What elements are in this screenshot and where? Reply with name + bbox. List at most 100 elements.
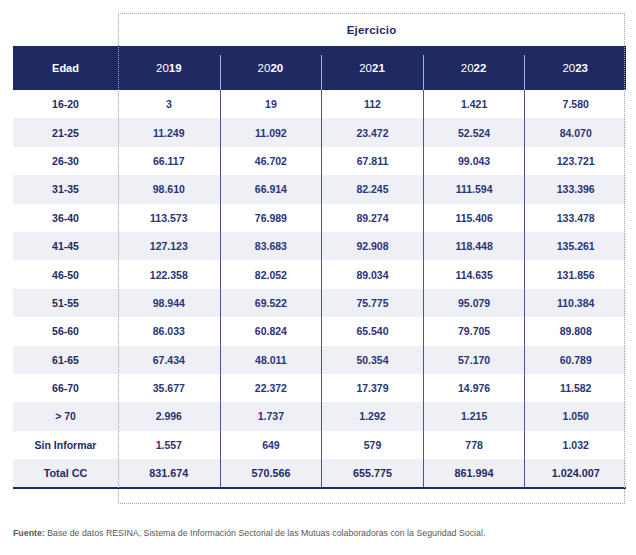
ejercicio-group-title: Ejercicio bbox=[119, 14, 624, 47]
cell-value: 84.070 bbox=[524, 118, 626, 146]
cell-value: 135.261 bbox=[524, 232, 626, 260]
cell-value: 95.079 bbox=[423, 289, 525, 317]
row-label: 36-40 bbox=[13, 204, 118, 232]
cell-value: 89.274 bbox=[321, 204, 423, 232]
table-row: 36-40113.57376.98989.274115.406133.478 bbox=[13, 204, 626, 232]
cell-value: 79.705 bbox=[423, 317, 525, 345]
year-prefix: 20 bbox=[156, 62, 169, 74]
cell-value: 123.721 bbox=[524, 147, 626, 175]
cell-value: 11.092 bbox=[220, 118, 322, 146]
cell-value: 118.448 bbox=[423, 232, 525, 260]
cell-value: 110.384 bbox=[524, 289, 626, 317]
table-header-row: Edad 2019 2020 2021 2022 2023 bbox=[13, 46, 626, 90]
cell-value: 111.594 bbox=[423, 175, 525, 203]
cell-value: 127.123 bbox=[118, 232, 220, 260]
cell-value: 98.610 bbox=[118, 175, 220, 203]
year-prefix: 20 bbox=[359, 62, 372, 74]
row-label: 61-65 bbox=[13, 346, 118, 374]
source-text: Base de datos RESINA, Sistema de Informa… bbox=[45, 528, 486, 538]
table-row: > 702.9961.7371.2921.2151.050 bbox=[13, 402, 626, 430]
cell-value: 60.789 bbox=[524, 346, 626, 374]
table-row: 26-3066.11746.70267.81199.043123.721 bbox=[13, 147, 626, 175]
table-row: 21-2511.24911.09223.47252.52484.070 bbox=[13, 118, 626, 146]
year-prefix: 20 bbox=[461, 62, 474, 74]
row-label: 51-55 bbox=[13, 289, 118, 317]
cell-value: 19 bbox=[220, 90, 322, 118]
column-header-edad: Edad bbox=[13, 46, 118, 90]
column-header-2023: 2023 bbox=[524, 46, 626, 90]
cell-value: 92.908 bbox=[321, 232, 423, 260]
row-label: 41-45 bbox=[13, 232, 118, 260]
cell-value: 112 bbox=[321, 90, 423, 118]
table-total-row: Total CC831.674570.566655.775861.9941.02… bbox=[13, 459, 626, 489]
cell-value: 17.379 bbox=[321, 374, 423, 402]
table-row: 41-45127.12383.68392.908118.448135.261 bbox=[13, 232, 626, 260]
row-label: 66-70 bbox=[13, 374, 118, 402]
year-suffix: 23 bbox=[575, 62, 588, 74]
cell-value: 82.052 bbox=[220, 260, 322, 288]
cell-value: 99.043 bbox=[423, 147, 525, 175]
column-header-2020: 2020 bbox=[220, 46, 322, 90]
cell-value: 65.540 bbox=[321, 317, 423, 345]
table-row: 61-6567.43448.01150.35457.17060.789 bbox=[13, 346, 626, 374]
row-label: > 70 bbox=[13, 402, 118, 430]
cell-value: 69.522 bbox=[220, 289, 322, 317]
cell-value: 7.580 bbox=[524, 90, 626, 118]
cell-value: 66.117 bbox=[118, 147, 220, 175]
cell-value: 35.677 bbox=[118, 374, 220, 402]
table-row: 51-5598.94469.52275.77595.079110.384 bbox=[13, 289, 626, 317]
cell-value: 82.245 bbox=[321, 175, 423, 203]
year-prefix: 20 bbox=[562, 62, 575, 74]
cell-value: 778 bbox=[423, 431, 525, 459]
cell-value: 2.996 bbox=[118, 402, 220, 430]
table-body: 16-203191121.4217.58021-2511.24911.09223… bbox=[13, 90, 626, 489]
cell-value: 50.354 bbox=[321, 346, 423, 374]
row-label: 16-20 bbox=[13, 90, 118, 118]
table-row: 31-3598.61066.91482.245111.594133.396 bbox=[13, 175, 626, 203]
cell-value: 60.824 bbox=[220, 317, 322, 345]
cell-value: 23.472 bbox=[321, 118, 423, 146]
row-label: Total CC bbox=[13, 459, 118, 487]
cell-value: 579 bbox=[321, 431, 423, 459]
cell-value: 11.249 bbox=[118, 118, 220, 146]
cell-value: 1.032 bbox=[524, 431, 626, 459]
cell-value: 22.372 bbox=[220, 374, 322, 402]
cell-value: 649 bbox=[220, 431, 322, 459]
cell-value: 89.808 bbox=[524, 317, 626, 345]
row-label: 26-30 bbox=[13, 147, 118, 175]
table-row: Sin Informar1.5576495797781.032 bbox=[13, 431, 626, 459]
cell-value: 1.292 bbox=[321, 402, 423, 430]
table-row: 66-7035.67722.37217.37914.97611.582 bbox=[13, 374, 626, 402]
source-note: Fuente: Base de datos RESINA, Sistema de… bbox=[13, 528, 625, 539]
table-row: 46-50122.35882.05289.034114.635131.856 bbox=[13, 260, 626, 288]
cell-value: 83.683 bbox=[220, 232, 322, 260]
column-header-2022: 2022 bbox=[423, 46, 525, 90]
cell-value: 1.215 bbox=[423, 402, 525, 430]
cell-value: 831.674 bbox=[118, 459, 220, 487]
row-label: 21-25 bbox=[13, 118, 118, 146]
cell-value: 11.582 bbox=[524, 374, 626, 402]
row-label: Sin Informar bbox=[13, 431, 118, 459]
year-prefix: 20 bbox=[258, 62, 271, 74]
cell-value: 1.024.007 bbox=[524, 459, 626, 487]
report-page: Edad 2019 2020 2021 2022 2023 16-2031911… bbox=[0, 0, 636, 555]
cell-value: 66.914 bbox=[220, 175, 322, 203]
cell-value: 133.478 bbox=[524, 204, 626, 232]
cell-value: 46.702 bbox=[220, 147, 322, 175]
cell-value: 57.170 bbox=[423, 346, 525, 374]
cell-value: 67.811 bbox=[321, 147, 423, 175]
year-suffix: 20 bbox=[270, 62, 283, 74]
cell-value: 113.573 bbox=[118, 204, 220, 232]
cell-value: 115.406 bbox=[423, 204, 525, 232]
cell-value: 1.737 bbox=[220, 402, 322, 430]
cell-value: 48.011 bbox=[220, 346, 322, 374]
row-label: 46-50 bbox=[13, 260, 118, 288]
table-row: 56-6086.03360.82465.54079.70589.808 bbox=[13, 317, 626, 345]
cell-value: 122.358 bbox=[118, 260, 220, 288]
cell-value: 570.566 bbox=[220, 459, 322, 487]
cell-value: 114.635 bbox=[423, 260, 525, 288]
cell-value: 67.434 bbox=[118, 346, 220, 374]
cell-value: 86.033 bbox=[118, 317, 220, 345]
cell-value: 131.856 bbox=[524, 260, 626, 288]
cell-value: 98.944 bbox=[118, 289, 220, 317]
